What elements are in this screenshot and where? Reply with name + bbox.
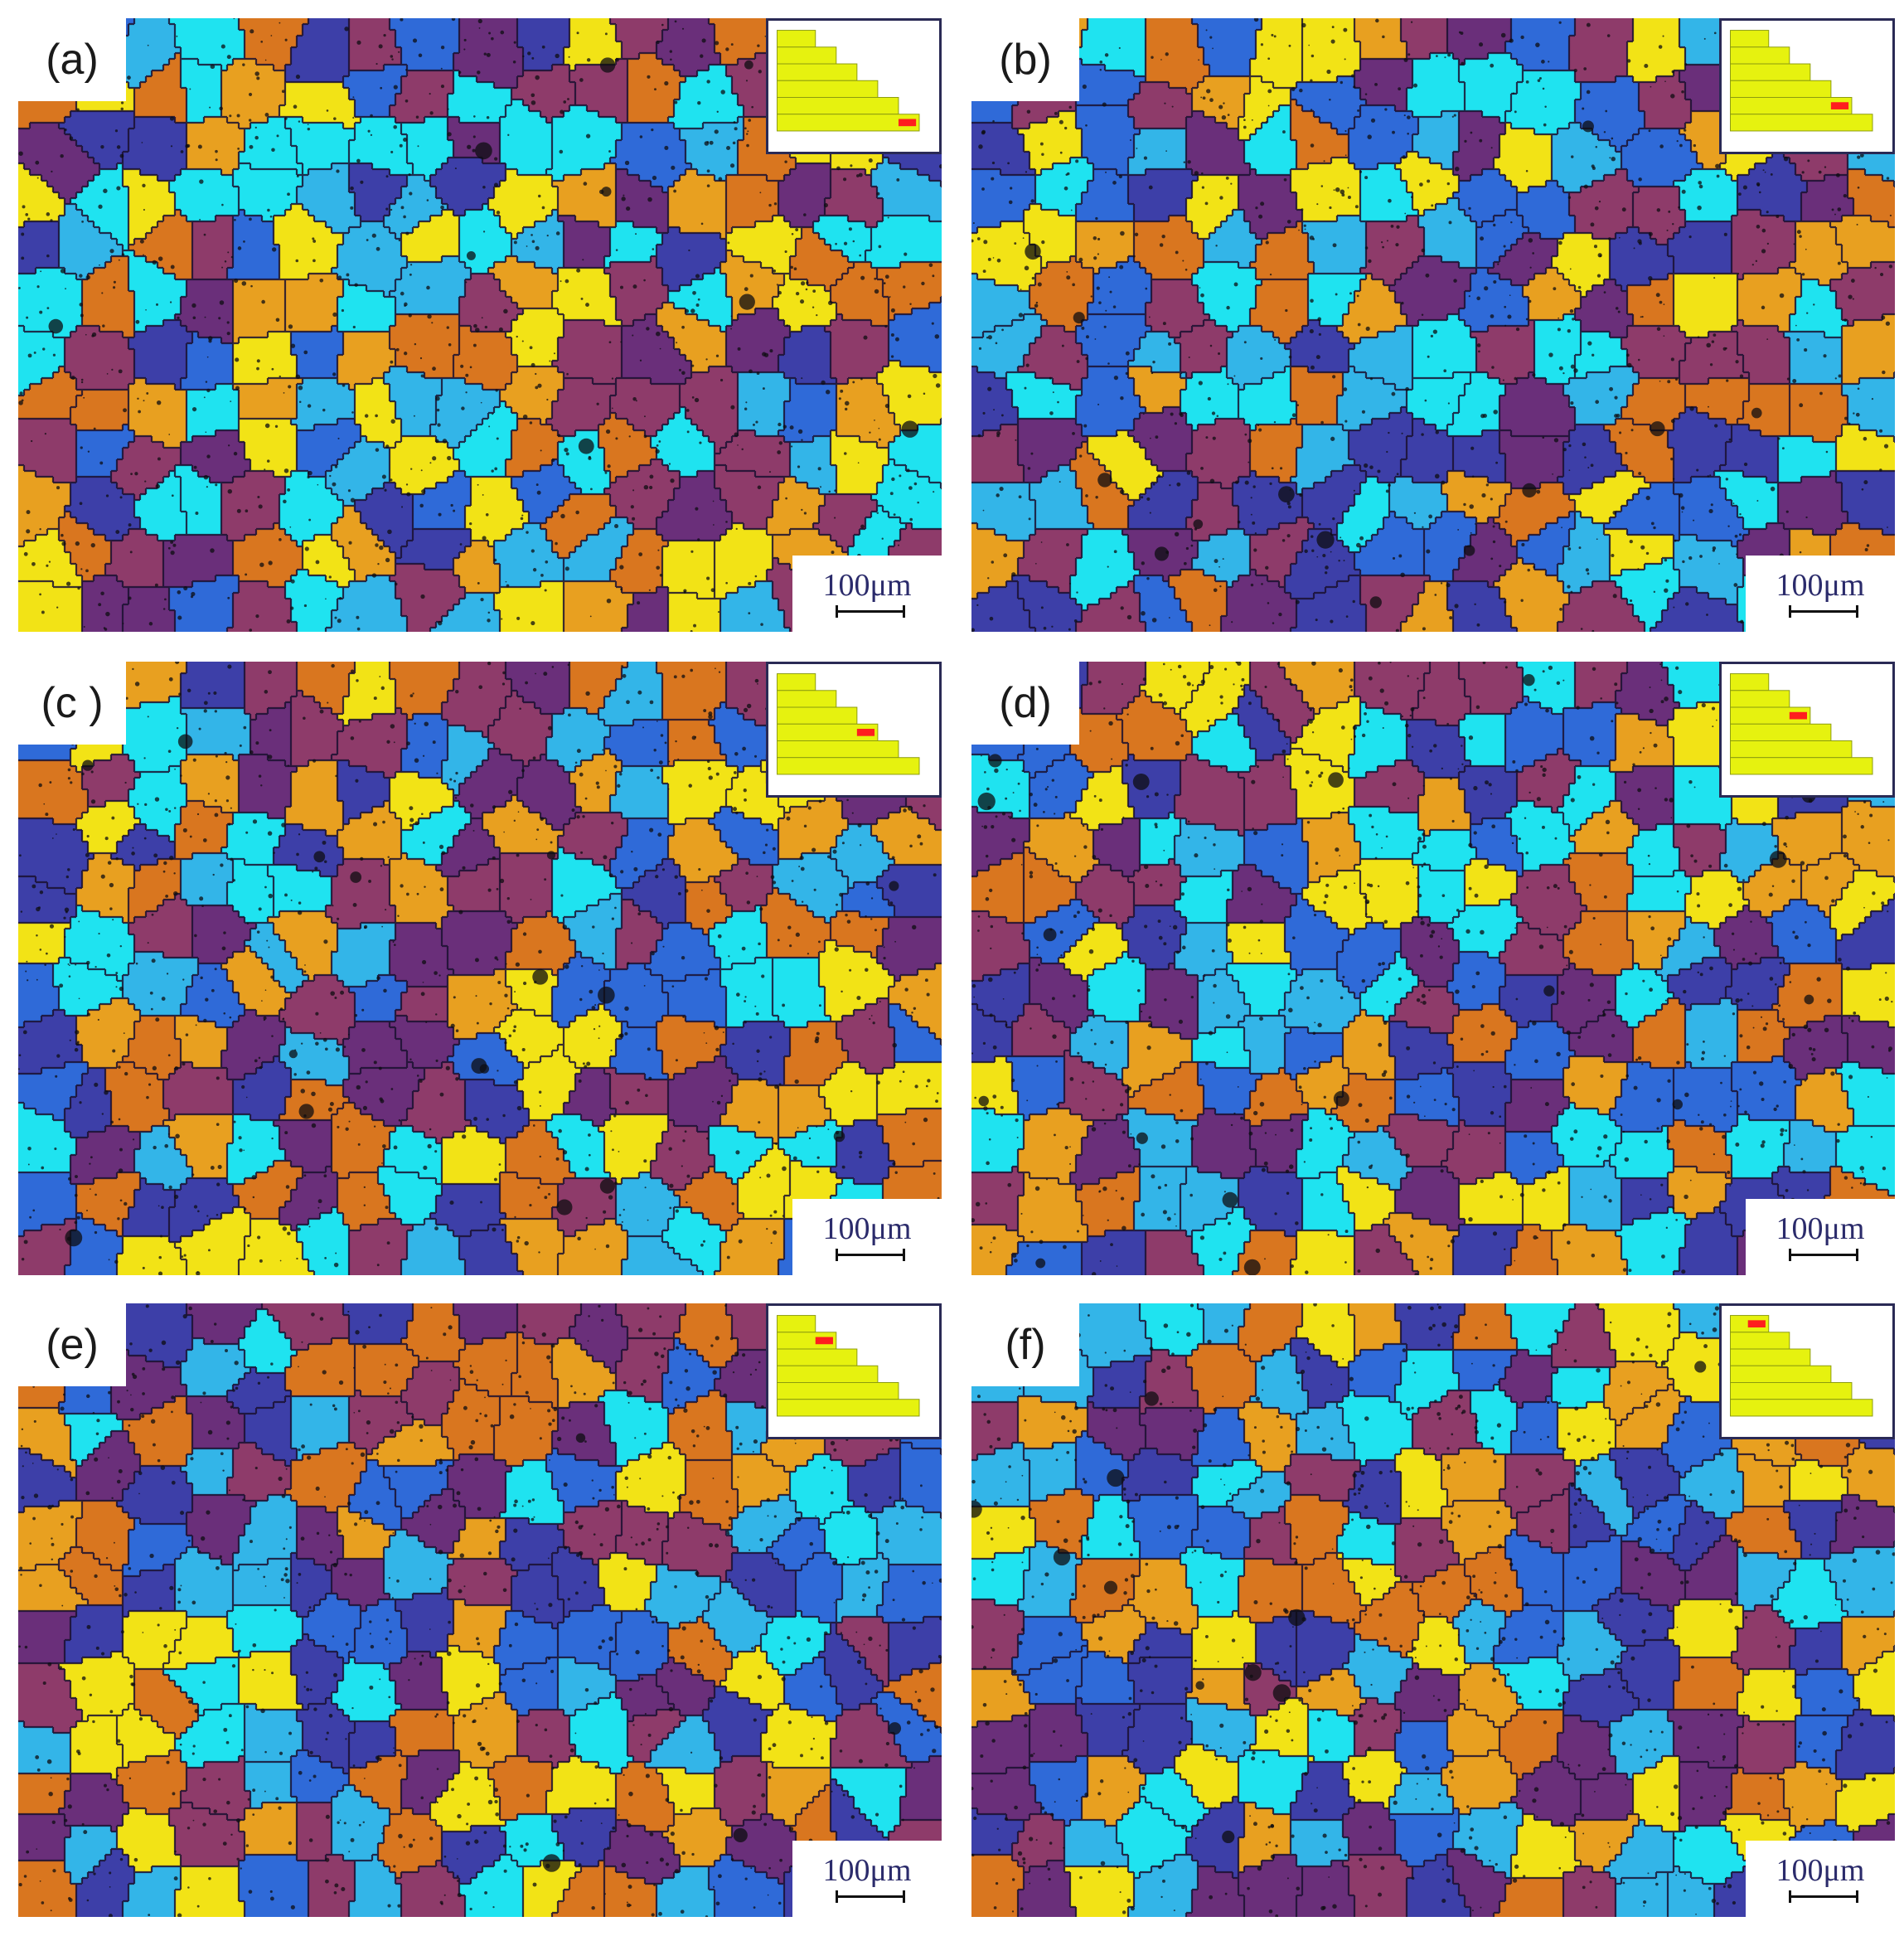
micrograph-image bbox=[18, 662, 942, 1275]
inset-step bbox=[1730, 757, 1873, 775]
inset-marker bbox=[1747, 1320, 1766, 1328]
inset-step bbox=[1730, 690, 1790, 708]
scale-bar: 100μm bbox=[792, 556, 942, 632]
inset-step bbox=[777, 1348, 858, 1366]
scale-bar-line bbox=[836, 1249, 905, 1261]
scale-bar: 100μm bbox=[792, 1199, 942, 1275]
inset-step bbox=[1730, 723, 1832, 741]
scale-label: 100μm bbox=[1776, 568, 1865, 603]
step-inset bbox=[1719, 1303, 1895, 1439]
scale-label: 100μm bbox=[1776, 1853, 1865, 1888]
scale-label: 100μm bbox=[822, 1211, 912, 1246]
scale-label: 100μm bbox=[822, 568, 912, 603]
step-inset bbox=[766, 1303, 942, 1439]
inset-step bbox=[777, 1315, 816, 1333]
panel-c: (c ) 100μm bbox=[18, 662, 942, 1275]
scale-bar: 100μm bbox=[1746, 556, 1895, 632]
inset-marker bbox=[898, 119, 917, 127]
panel-label: (a) bbox=[18, 18, 126, 101]
scale-bar: 100μm bbox=[1746, 1841, 1895, 1917]
panel-e: (e) 100μm bbox=[18, 1303, 942, 1917]
panel-label: (b) bbox=[971, 18, 1079, 101]
inset-step bbox=[777, 1365, 879, 1383]
inset-step bbox=[777, 1399, 920, 1417]
inset-step bbox=[777, 63, 858, 81]
inset-step bbox=[777, 80, 879, 98]
panel-d: (d) 100μm bbox=[971, 662, 1895, 1275]
scale-bar-line bbox=[1789, 605, 1858, 618]
inset-marker bbox=[815, 1337, 833, 1345]
inset-step bbox=[1730, 114, 1873, 132]
step-inset bbox=[1719, 18, 1895, 154]
inset-step bbox=[1730, 1332, 1790, 1350]
inset-step bbox=[777, 706, 858, 725]
step-inset bbox=[766, 18, 942, 154]
step-inset bbox=[766, 662, 942, 798]
pores bbox=[18, 662, 940, 1275]
inset-marker bbox=[856, 729, 875, 736]
inset-step bbox=[1730, 1365, 1832, 1383]
inset-step bbox=[777, 114, 920, 132]
scale-bar-line bbox=[836, 1890, 905, 1903]
inset-step bbox=[1730, 1382, 1853, 1400]
inset-step bbox=[1730, 63, 1811, 81]
inset-marker bbox=[1830, 102, 1849, 109]
scale-label: 100μm bbox=[822, 1853, 912, 1888]
inset-step bbox=[1730, 1348, 1811, 1366]
inset-step bbox=[1730, 673, 1770, 691]
inset-step bbox=[777, 30, 816, 48]
scale-bar-line bbox=[1789, 1249, 1858, 1261]
panel-label: (d) bbox=[971, 662, 1079, 745]
inset-step bbox=[777, 46, 837, 65]
grain-map bbox=[18, 662, 942, 1275]
panel-a: (a) 100μm bbox=[18, 18, 942, 632]
inset-step bbox=[1730, 46, 1790, 65]
inset-step bbox=[777, 1382, 899, 1400]
grain-map bbox=[971, 1303, 1895, 1917]
inset-step bbox=[777, 757, 920, 775]
inset-marker bbox=[1789, 711, 1807, 720]
micrograph-image bbox=[971, 1303, 1895, 1917]
inset-step bbox=[1730, 80, 1832, 98]
inset-step bbox=[777, 740, 899, 759]
micrograph-image bbox=[971, 18, 1895, 632]
panel-b: (b) 100μm bbox=[971, 18, 1895, 632]
inset-step bbox=[777, 673, 816, 691]
inset-step bbox=[1730, 740, 1853, 759]
inset-step bbox=[1730, 1399, 1873, 1417]
inset-step bbox=[777, 97, 899, 115]
scale-bar-line bbox=[1789, 1890, 1858, 1903]
panel-label: (e) bbox=[18, 1303, 126, 1386]
panel-label: (c ) bbox=[18, 662, 126, 745]
panel-f: (f) 100μm bbox=[971, 1303, 1895, 1917]
micrograph-image bbox=[971, 662, 1895, 1275]
scale-bar-line bbox=[836, 605, 905, 618]
grain-map bbox=[971, 662, 1895, 1275]
scale-label: 100μm bbox=[1776, 1211, 1865, 1246]
inset-step bbox=[777, 690, 837, 708]
step-inset bbox=[1719, 662, 1895, 798]
scale-bar: 100μm bbox=[1746, 1199, 1895, 1275]
panel-label: (f) bbox=[971, 1303, 1079, 1386]
scale-bar: 100μm bbox=[792, 1841, 942, 1917]
inset-step bbox=[1730, 30, 1770, 48]
grain-map bbox=[971, 18, 1895, 632]
